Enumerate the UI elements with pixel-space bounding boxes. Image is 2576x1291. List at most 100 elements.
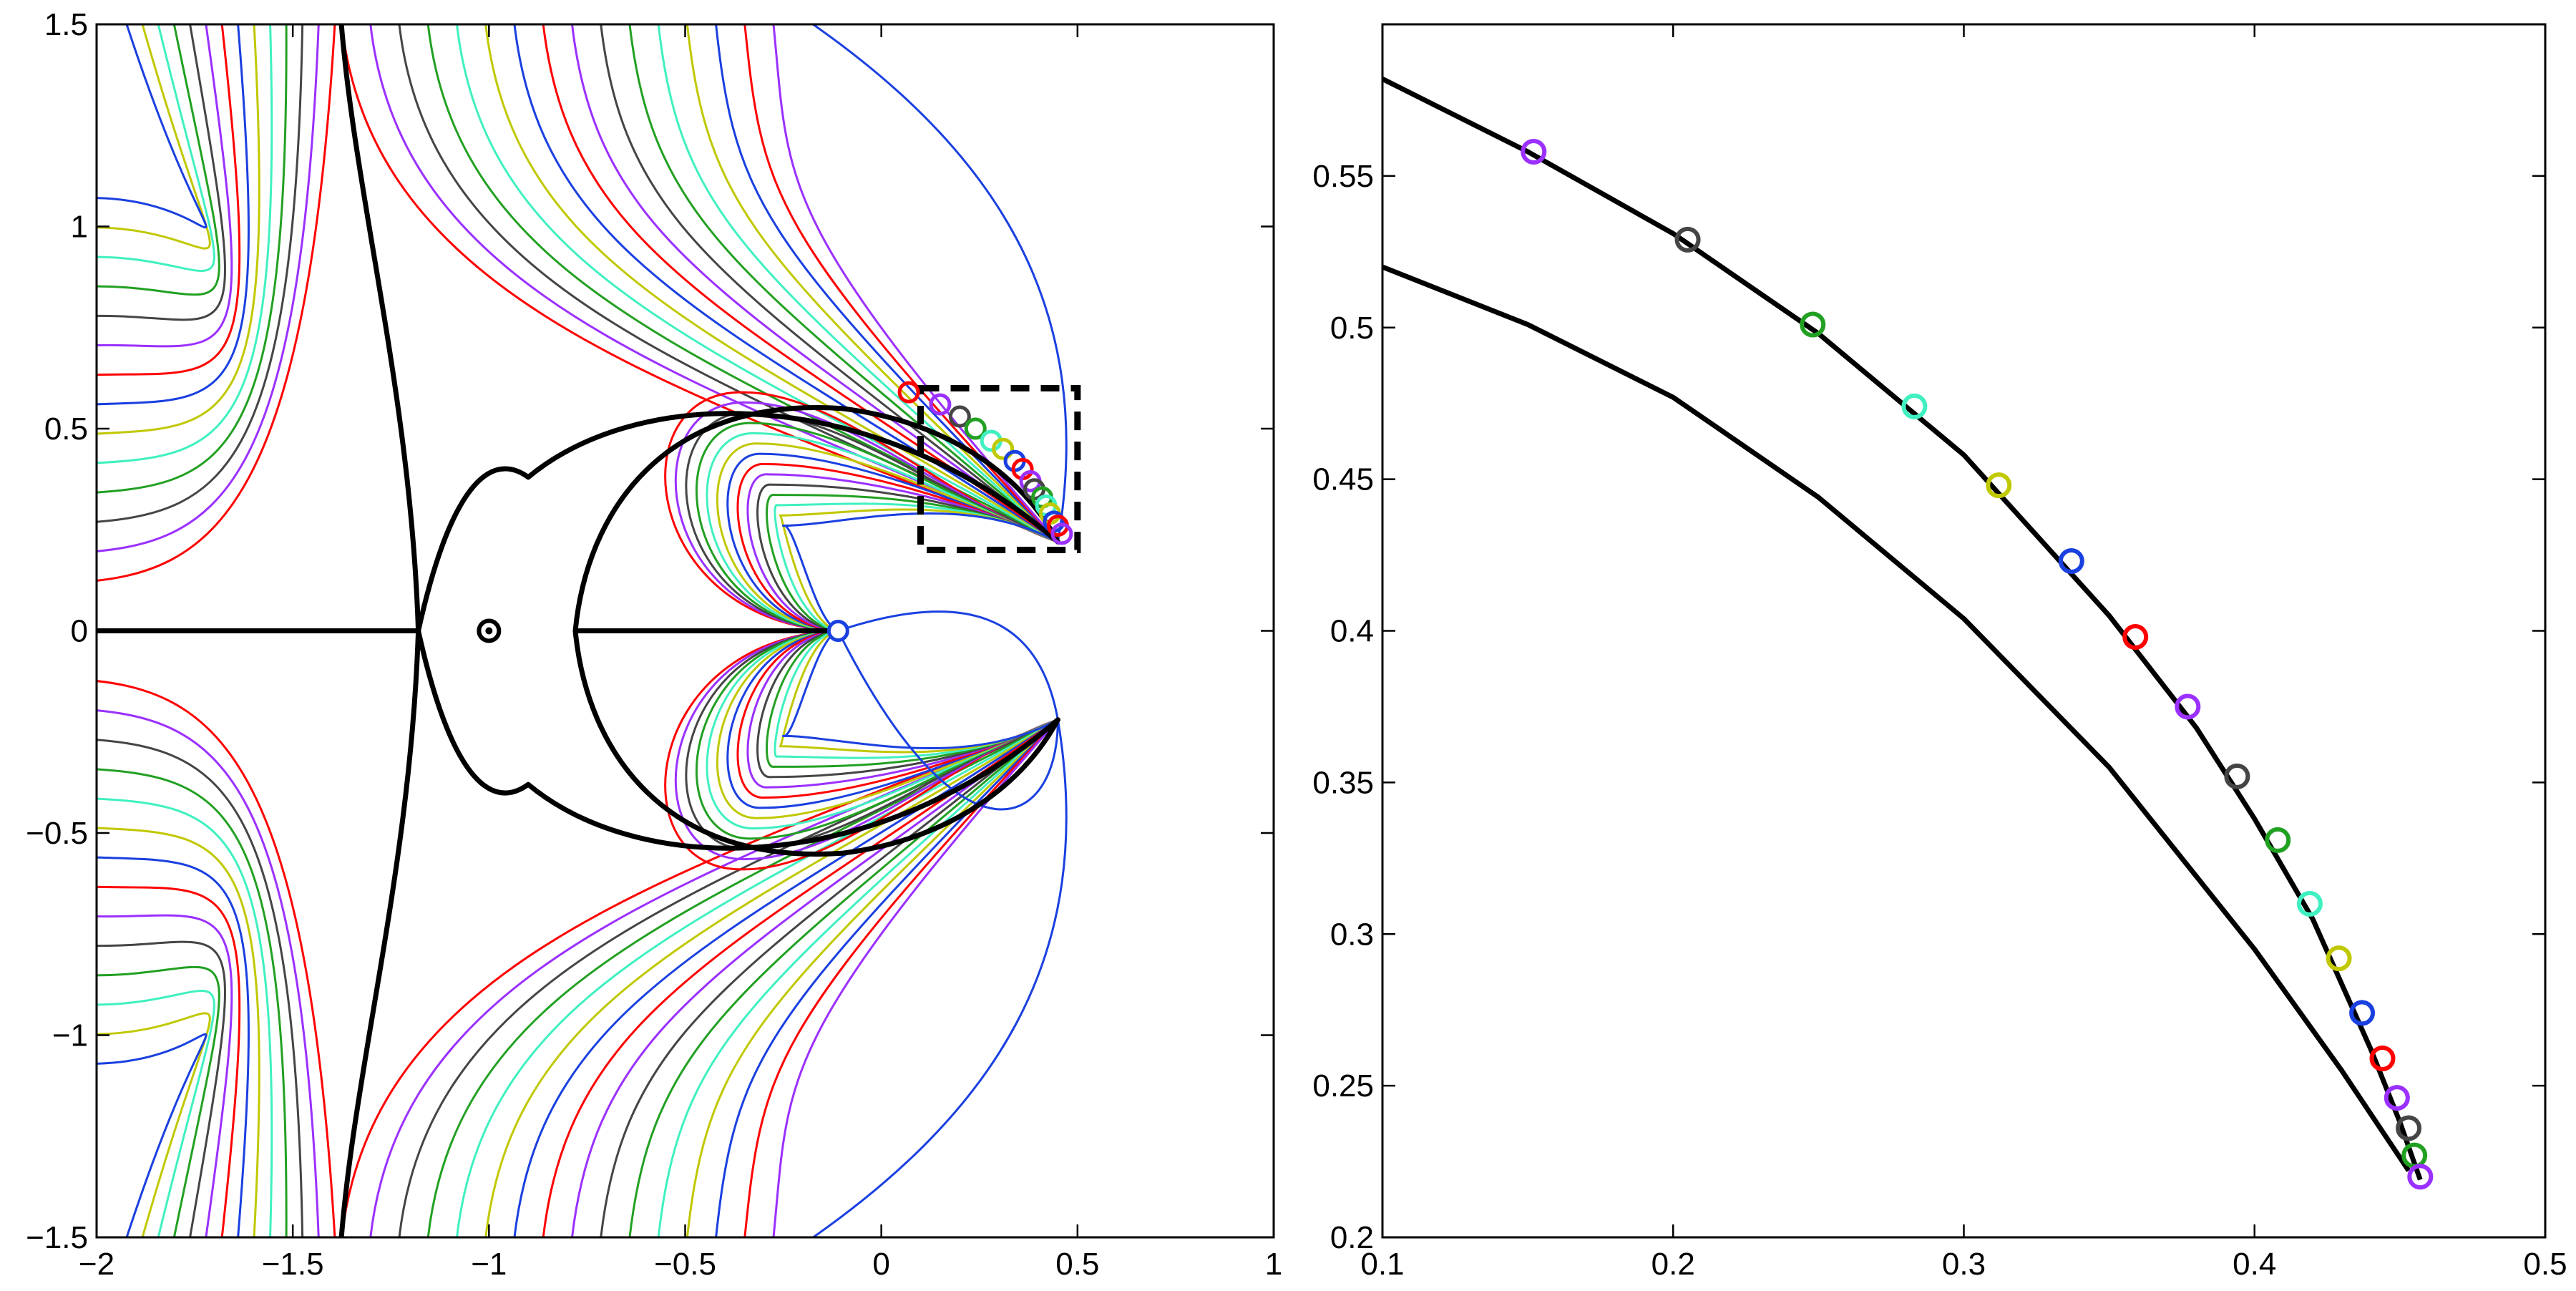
right-y-tick-label: 0.45: [1312, 462, 1374, 497]
left-marker: [1050, 522, 1073, 545]
right-marker: [1521, 138, 1547, 165]
field-line-left-mirror: [97, 797, 273, 1237]
field-line-left-mirror: [97, 885, 241, 1237]
right-y-tick-label: 0.5: [1330, 311, 1374, 346]
inner-loop: [716, 442, 839, 632]
field-line-left: [97, 24, 304, 523]
left-y-tick-label: 0.5: [44, 411, 88, 447]
right-marker: [2265, 827, 2291, 853]
right-plot: 0.1 0.2 0.3 0.4 0.5 0.20.250.30.350.40.450.5…: [1312, 23, 2567, 1282]
inner-loop-tail-mirror: [782, 718, 1059, 750]
center-marker-dot: [485, 627, 493, 635]
field-line-top-mirror: [341, 718, 1059, 1237]
inner-loop: [756, 483, 839, 632]
left-marker: [992, 437, 1015, 460]
field-line-left: [97, 24, 233, 348]
field-line-top-mirror: [628, 718, 1059, 1237]
left-marker: [897, 381, 920, 404]
right-marker: [1986, 472, 2012, 499]
right-y-tick-label: 0.4: [1330, 614, 1374, 649]
right-ticks: [1381, 24, 2547, 1239]
inner-loop-mirror: [664, 630, 839, 871]
left-y-tick-label: −0.5: [26, 816, 88, 851]
field-line-top: [686, 24, 1059, 543]
outer-blue-line: [811, 24, 1068, 543]
field-line-top-mirror: [542, 718, 1059, 1237]
right-x-tick-label: 0.1: [1360, 1247, 1404, 1282]
field-line-left: [97, 24, 241, 376]
right-x-tick-label: 0.3: [1942, 1247, 1986, 1282]
field-line-left-mirror: [97, 856, 250, 1237]
lower-curve: [1382, 264, 2411, 1172]
left-y-tick-labels: −1.5 −1 −0.5 0 0.5 1 1.5: [26, 7, 88, 1255]
left-field-lines: [97, 24, 1068, 1237]
field-line-top-mirror: [426, 718, 1059, 1237]
field-line-left: [97, 24, 273, 464]
right-marker: [2058, 548, 2084, 575]
right-markers: [1521, 138, 2434, 1190]
left-x-tick-label: 0.5: [1055, 1247, 1099, 1282]
right-marker: [1674, 226, 1701, 253]
inner-loop: [779, 514, 839, 632]
field-line-left: [97, 24, 288, 494]
field-line-left-mirror: [97, 1033, 208, 1237]
field-line-top: [426, 24, 1059, 543]
left-x-tick-label: −1: [471, 1247, 507, 1282]
field-line-top: [600, 24, 1059, 543]
field-line-top-mirror: [600, 718, 1059, 1237]
field-line-top-mirror: [484, 718, 1059, 1237]
field-line-left: [97, 24, 211, 250]
inner-loop-mirror: [774, 630, 839, 758]
inner-loop: [664, 391, 839, 632]
right-y-tick-label: 0.3: [1330, 917, 1374, 952]
field-line-top: [341, 24, 1059, 543]
inner-loop-mirror: [706, 630, 839, 830]
left-y-tick-label: 1: [71, 210, 88, 245]
inner-loop: [746, 473, 839, 632]
right-y-tick-label: 0.55: [1312, 159, 1374, 194]
upper-curve: [1382, 77, 2423, 1181]
field-line-top: [570, 24, 1059, 543]
separatrix-vertical-mirror: [338, 628, 421, 1237]
right-marker: [2122, 623, 2149, 650]
left-marker: [929, 393, 952, 416]
inner-loop-mirror: [685, 630, 839, 850]
cusp-blue-line: [836, 610, 1059, 721]
right-x-tick-label: 0.4: [2233, 1247, 2276, 1282]
field-line-left-mirror: [97, 827, 260, 1237]
left-x-tick-label: −0.5: [654, 1247, 716, 1282]
right-marker: [2175, 693, 2201, 720]
inner-loop-mirror: [766, 630, 839, 768]
inner-loop: [726, 452, 839, 632]
right-curves: [1382, 77, 2423, 1181]
inner-loop-mirror: [716, 630, 839, 819]
right-y-tick-label: 0.2: [1330, 1220, 1374, 1255]
field-line-top-mirror: [743, 718, 1059, 1237]
inner-loop: [695, 422, 839, 632]
right-marker: [2349, 1000, 2376, 1026]
left-overlay: [477, 381, 1081, 643]
left-marker: [948, 405, 971, 428]
field-line-top: [715, 24, 1059, 543]
field-line-top: [628, 24, 1059, 543]
cusp-blue-line-lower: [836, 630, 1059, 811]
field-line-top: [484, 24, 1059, 543]
left-plot: −2 −1.5 −1 −0.5 0 0.5 1 −1.5−1−0.500.511.5: [26, 7, 1282, 1282]
field-line-left-mirror: [97, 940, 226, 1237]
inner-loop-mirror: [779, 630, 839, 748]
inner-loop-mirror: [695, 630, 839, 840]
right-marker: [2224, 763, 2250, 789]
separatrix-vertical: [338, 24, 421, 633]
field-line-left-mirror: [97, 965, 220, 1237]
separatrix-arc-mirror: [416, 628, 531, 796]
right-marker: [2384, 1085, 2410, 1111]
field-line-left: [97, 24, 260, 435]
separatrix-arc-top-mirror: [525, 717, 1060, 851]
left-x-tick-label: 0: [872, 1247, 889, 1282]
inner-loop: [766, 494, 839, 632]
left-x-tick-label: −1.5: [262, 1247, 324, 1282]
separatrix-inner: [572, 405, 845, 633]
left-x-tick-label: −2: [79, 1247, 114, 1282]
right-marker: [2407, 1164, 2434, 1190]
right-y-tick-label: 0.35: [1312, 765, 1374, 800]
